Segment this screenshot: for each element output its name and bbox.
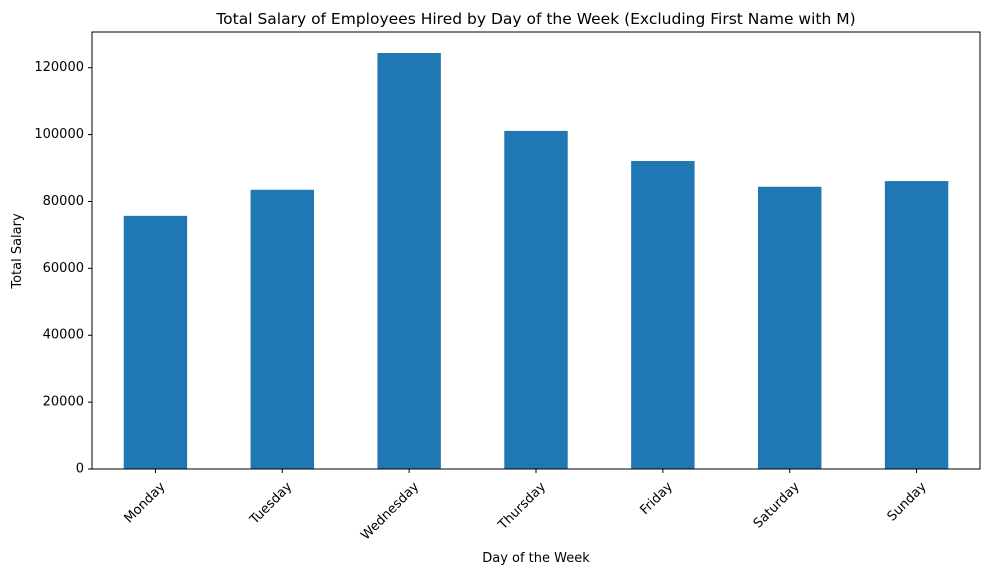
- y-axis-label: Total Salary: [10, 213, 25, 290]
- x-tick-label-saturday: Saturday: [751, 479, 803, 531]
- bar-friday: [631, 161, 695, 470]
- y-tick-label: 60000: [43, 261, 84, 276]
- y-tick-label: 40000: [43, 328, 84, 343]
- bar-saturday: [758, 186, 822, 470]
- x-axis-ticks: Monday Tuesday Wednesday Thursday Friday Satu…: [122, 469, 930, 543]
- y-axis-ticks: 0 20000 40000 60000 80000 100000 120000: [34, 60, 92, 477]
- bar-wednesday: [377, 53, 441, 469]
- y-tick-label: 0: [76, 462, 84, 477]
- y-tick-label: 20000: [43, 395, 84, 410]
- x-tick-label-friday: Friday: [637, 479, 676, 518]
- x-tick-label-monday: Monday: [122, 479, 169, 526]
- x-tick-label-tuesday: Tuesday: [247, 479, 296, 528]
- plot-frame: [91, 31, 981, 470]
- y-tick-label: 120000: [34, 60, 84, 75]
- chart-title: Total Salary of Employees Hired by Day o…: [215, 10, 855, 28]
- y-tick-label: 100000: [34, 127, 84, 142]
- bar-sunday: [884, 181, 949, 470]
- bars-group: [123, 53, 949, 470]
- y-tick-label: 80000: [43, 194, 84, 209]
- bar-thursday: [504, 130, 568, 469]
- x-tick-label-sunday: Sunday: [885, 479, 930, 524]
- bar-monday: [123, 215, 188, 469]
- x-tick-label-thursday: Thursday: [495, 479, 549, 533]
- x-tick-label-wednesday: Wednesday: [358, 479, 422, 543]
- bar-tuesday: [250, 189, 314, 470]
- x-axis-label: Day of the Week: [482, 551, 590, 566]
